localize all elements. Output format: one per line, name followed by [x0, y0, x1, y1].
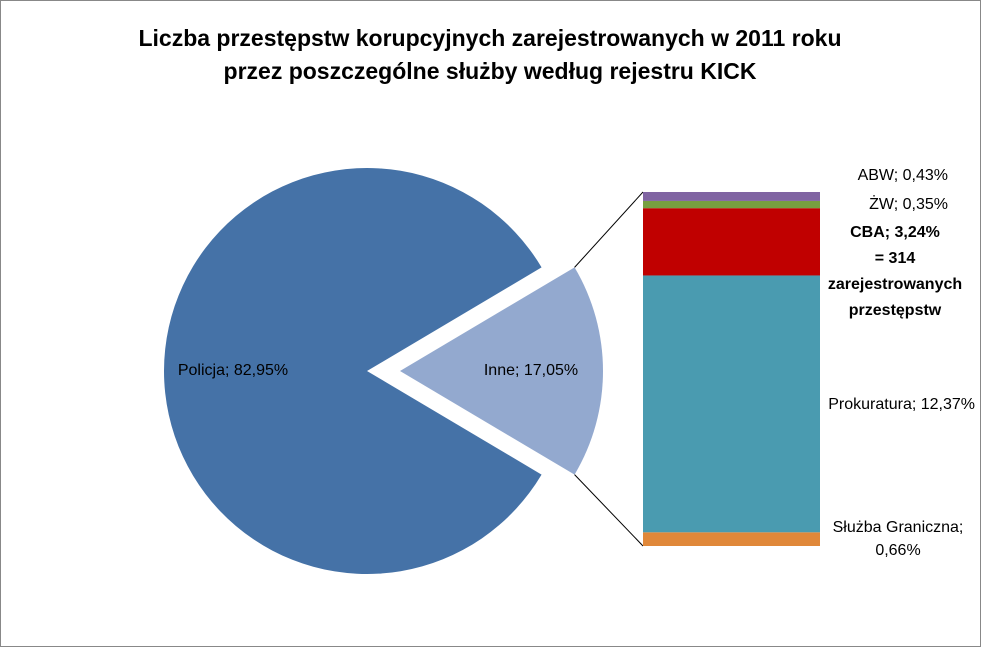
data-label: Policja; 82,95%	[178, 362, 288, 379]
bar-segment	[643, 532, 820, 546]
pie-slice	[163, 167, 542, 574]
bar-segment	[643, 200, 820, 209]
data-label-line: Policja; 82,95%	[178, 362, 288, 379]
data-label: Służba Graniczna; 0,66%	[833, 519, 964, 559]
data-label: Prokuratura; 12,37%	[828, 396, 975, 413]
data-label-line: 0,66%	[875, 542, 920, 559]
pie-slice	[400, 267, 603, 475]
data-label-line: = 314	[875, 250, 916, 267]
connector-line	[574, 474, 644, 547]
connector-line	[574, 191, 644, 268]
data-label: ABW; 0,43%	[858, 167, 948, 184]
data-label-line: Inne; 17,05%	[484, 362, 578, 379]
data-label-line: ABW; 0,43%	[858, 167, 948, 184]
chart-title: przez poszczególne służby według rejestr…	[224, 58, 757, 84]
chart-title: Liczba przestępstw korupcyjnych zarejest…	[138, 25, 841, 51]
data-label-line: zarejestrowanych	[828, 276, 962, 293]
data-label-line: ŻW; 0,35%	[869, 194, 948, 213]
data-label-line: Prokuratura; 12,37%	[828, 396, 975, 413]
data-label-line: przestępstw	[849, 302, 942, 319]
data-label: CBA; 3,24% = 314 zarejestrowanych przestęps…	[828, 224, 962, 319]
data-label-line: Służba Graniczna;	[833, 519, 964, 536]
data-label: ŻW; 0,35%	[869, 194, 948, 213]
bar-segment	[643, 192, 820, 201]
data-label-line: CBA; 3,24%	[850, 224, 940, 241]
bar-segment	[643, 208, 820, 276]
data-label: Inne; 17,05%	[484, 362, 578, 379]
bar-segment	[643, 275, 820, 533]
